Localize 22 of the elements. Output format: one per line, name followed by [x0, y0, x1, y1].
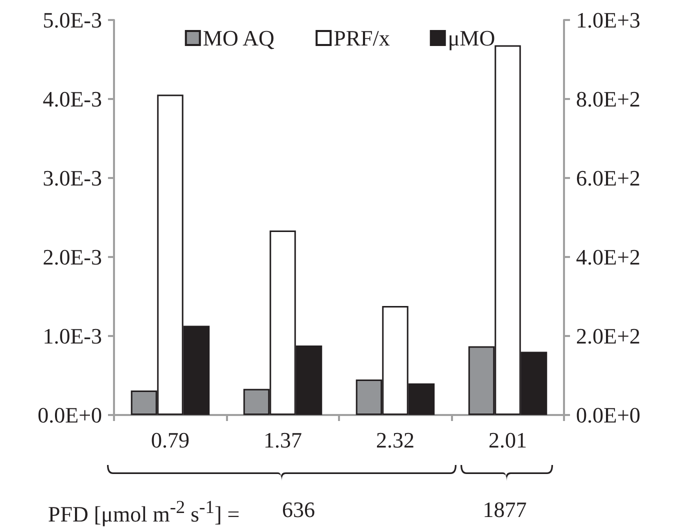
text: 636	[282, 497, 315, 523]
legend-label: PRF/x	[334, 26, 390, 50]
y-tick-label: 5.0E-3	[42, 8, 102, 32]
y2-tick-label: 4.0E+2	[576, 244, 640, 270]
y2-tick-label: 6.0E+2	[576, 166, 640, 190]
y-tick-label: 2.0E-3	[42, 244, 102, 270]
y-tick-label: 0.0E+0	[38, 402, 102, 428]
y-tick-label: 1.0E-3	[42, 324, 102, 348]
y-tick-label: 3.0E-3	[42, 166, 102, 190]
y2-tick-label: 1.0E+3	[576, 8, 640, 32]
legend-label: μMO	[448, 26, 496, 50]
text: 1877	[482, 497, 527, 523]
x-tick-label: 1.37	[264, 428, 302, 452]
x-tick-label: 2.32	[376, 428, 414, 452]
y-tick-label: 4.0E-3	[42, 86, 102, 112]
text: PFD [μmol m$^{-2}$ s$^{-1}$] =	[48, 497, 240, 528]
x-tick-label: 0.79	[151, 428, 190, 452]
x-tick-label: 2.01	[488, 428, 527, 452]
y2-tick-label: 0.0E+0	[576, 402, 640, 428]
y2-tick-label: 8.0E+2	[576, 86, 640, 112]
legend-label: MO AQ	[202, 26, 275, 50]
y2-tick-label: 2.0E+2	[576, 324, 640, 348]
